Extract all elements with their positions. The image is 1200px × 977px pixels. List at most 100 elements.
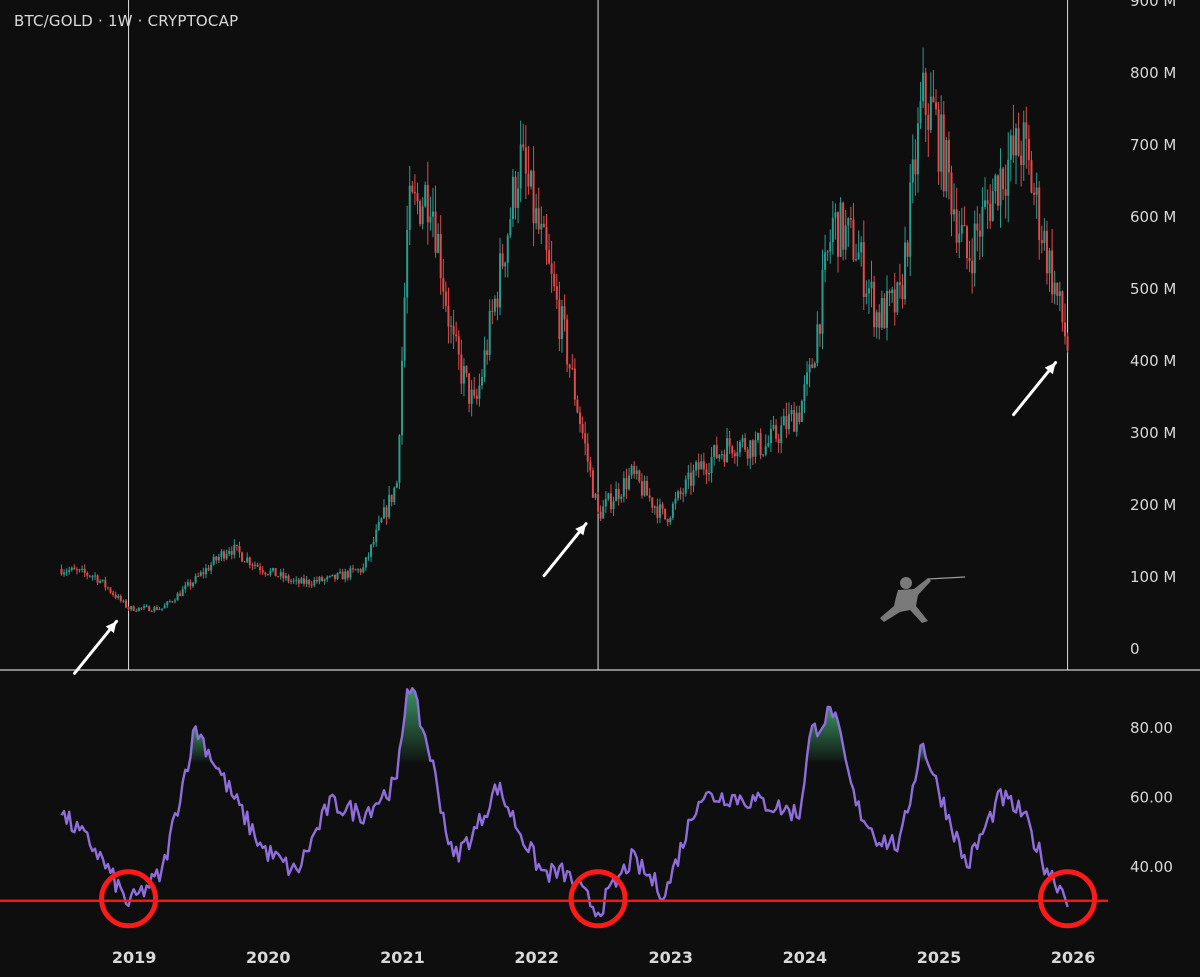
candle [473,377,476,399]
candle [274,568,277,577]
candle [609,484,612,514]
rsi-line [60,687,1069,918]
candle [558,281,561,352]
candle [726,427,729,463]
candle [692,464,695,493]
candle [589,456,592,478]
candle [720,450,723,460]
candle [829,229,832,264]
candle [793,402,796,432]
candle [1020,140,1023,187]
candle [937,101,940,185]
candle [749,439,752,470]
candle [731,444,734,458]
rsi-overbought-fill [807,706,846,762]
candle [501,243,504,270]
candle [228,547,231,557]
candle [127,606,130,612]
price-tick-label: 900 M [1130,0,1176,10]
candle [241,551,244,562]
candle [375,524,378,547]
candle [914,139,917,196]
candle [434,185,437,258]
candle [689,462,692,495]
price-tick-label: 500 M [1130,280,1176,298]
candle [212,554,215,566]
candle [808,357,811,388]
candle [744,433,747,452]
candle [849,206,852,229]
candle [486,339,489,365]
candle [767,435,770,448]
candle [86,571,89,580]
candle [522,123,525,151]
candle [630,464,633,479]
candle [517,171,520,224]
candle [153,605,156,613]
candle [813,361,816,369]
circle-icon [568,869,628,929]
candle [847,217,850,247]
candle [976,206,979,252]
candle [380,517,383,524]
candle [114,591,117,600]
candle [715,436,718,460]
candle [179,590,182,597]
candle [602,499,605,519]
candle [707,463,710,482]
candle [96,574,99,585]
candle [310,581,313,589]
candle [251,562,254,571]
candlestick-series [60,47,1069,613]
candle [576,395,579,414]
candle [994,173,997,204]
candle [357,568,360,573]
candle [738,439,741,458]
candle [1002,166,1005,201]
candle [424,181,427,208]
candle [818,323,821,347]
candle [261,565,264,575]
candle [584,421,587,456]
candle [607,492,610,501]
candle [671,501,674,520]
candle [135,608,138,612]
candle [875,309,878,339]
candle [148,605,151,612]
candle [723,449,726,467]
candle [612,496,615,517]
candle [421,197,424,230]
candle [679,487,682,500]
candle [106,586,109,590]
year-tick-label: 2024 [783,948,828,967]
candle [682,488,685,503]
candle [197,572,200,578]
candle [625,468,628,499]
candle [617,483,620,506]
candle [290,578,293,585]
candle [321,575,324,582]
candle [1045,220,1048,285]
candle [509,207,512,238]
candle [176,591,179,601]
candle [795,405,798,437]
candle [658,498,661,524]
candle [204,564,207,579]
candle [981,187,984,257]
candle [535,193,538,230]
candle [803,375,806,414]
candle [615,481,618,502]
candle [867,279,870,314]
candle [470,379,473,417]
candle [88,574,91,578]
candle [259,562,262,575]
candle [893,272,896,326]
candle [965,225,968,270]
candle [568,363,571,378]
candle [787,402,790,435]
candle [891,286,894,303]
candle [150,609,153,613]
candle [189,579,192,590]
candle [909,164,912,277]
